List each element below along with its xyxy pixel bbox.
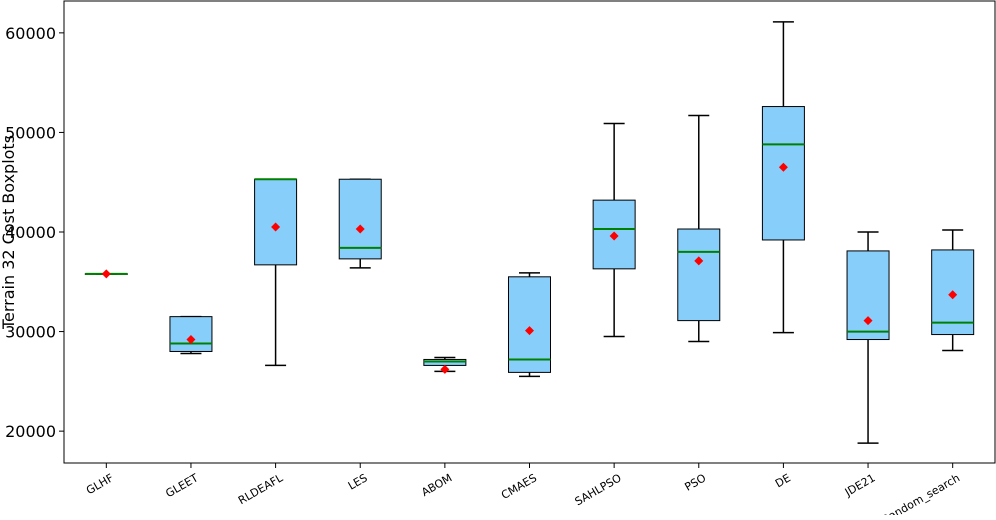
x-tick-label: PSO — [682, 471, 708, 494]
y-axis-label: Terrain 32 Cost Boxplots — [0, 135, 18, 330]
x-tick-label: LES — [346, 471, 370, 492]
box-group — [509, 273, 551, 377]
iqr-box — [762, 107, 804, 240]
x-tick-label: GLEET — [163, 471, 200, 500]
x-tick-label: Random_search — [880, 471, 962, 515]
box-group — [170, 317, 212, 354]
x-axis: GLHF GLEET RLDEAFL LES ABOM CMAES SAHLPSO PSO DE… — [84, 463, 962, 515]
box-group — [339, 179, 381, 268]
y-tick-label: 20000 — [5, 422, 56, 441]
iqr-box — [847, 251, 889, 340]
x-tick-label: DE — [773, 471, 793, 490]
x-tick-label: CMAES — [499, 471, 539, 502]
chart-canvas: 2000030000400005000060000 GLHF GLEET RLDEA… — [0, 0, 996, 515]
x-tick-label: JDE21 — [842, 471, 878, 499]
x-tick-label: ABOM — [419, 471, 454, 499]
iqr-box — [509, 277, 551, 373]
x-tick-label: RLDEAFL — [236, 471, 286, 507]
boxplot-chart: 20000 30000 40000 50000 60000 GLHF GLEET RLDEA… — [0, 0, 996, 515]
y-tick-label: 60000 — [5, 24, 56, 43]
x-tick-label: GLHF — [84, 471, 116, 497]
iqr-box — [170, 317, 212, 352]
iqr-box — [678, 229, 720, 321]
plot-frame — [64, 1, 995, 463]
x-tick-label: SAHLPSO — [573, 471, 624, 508]
iqr-box — [255, 179, 297, 265]
